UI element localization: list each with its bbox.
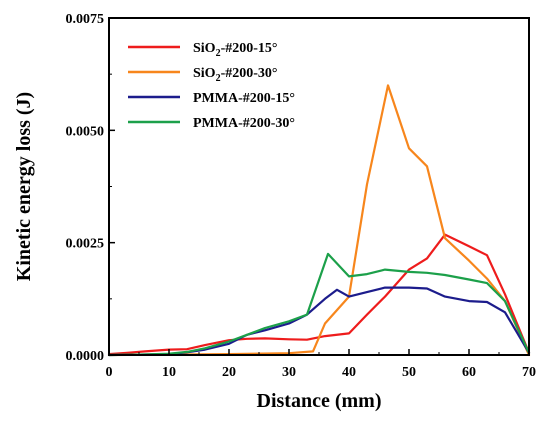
legend-label: PMMA-#200-30° <box>193 116 295 131</box>
legend-label-rest: -#200-30° <box>221 66 278 81</box>
series-layer <box>107 84 531 357</box>
series-line-4 <box>107 252 531 357</box>
legend-label-subscript: 2 <box>216 73 221 84</box>
legend-label-main: SiO <box>193 41 216 56</box>
legend-label-subscript: 2 <box>216 48 221 59</box>
legend-label-main: SiO <box>193 66 216 81</box>
series-line-1 <box>107 233 531 356</box>
legend: SiO2-#200-15°SiO2-#200-30°PMMA-#200-15°P… <box>128 41 295 131</box>
legend-label-main: PMMA-#200-30° <box>193 116 295 131</box>
x-tick-label: 30 <box>282 365 296 380</box>
y-axis-ticks: 0.0000 0.0025 0.0050 0.0075 <box>66 12 115 364</box>
y-tick-label: 0.0000 <box>66 349 105 364</box>
series-line-3 <box>107 286 531 357</box>
x-tick-label: 40 <box>342 365 356 380</box>
legend-label: PMMA-#200-15° <box>193 91 295 106</box>
x-tick-label: 10 <box>162 365 176 380</box>
legend-label-rest: -#200-15° <box>221 41 278 56</box>
y-axis-title: Kinetic energy loss (J) <box>13 92 35 281</box>
series-line-2 <box>107 84 531 357</box>
y-tick-label: 0.0050 <box>66 124 105 139</box>
y-tick-label: 0.0025 <box>66 237 105 252</box>
x-tick-label: 60 <box>462 365 476 380</box>
x-tick-label: 50 <box>402 365 416 380</box>
x-axis-title: Distance (mm) <box>257 390 382 412</box>
x-tick-label: 20 <box>222 365 236 380</box>
legend-label-main: PMMA-#200-15° <box>193 91 295 106</box>
legend-label: SiO2-#200-15° <box>193 41 278 59</box>
legend-label: SiO2-#200-30° <box>193 66 278 84</box>
x-tick-label: 0 <box>106 365 113 380</box>
x-axis-ticks: 0 10 20 30 40 50 60 70 <box>106 349 536 380</box>
x-tick-label: 70 <box>522 365 536 380</box>
y-tick-label: 0.0075 <box>66 12 105 27</box>
